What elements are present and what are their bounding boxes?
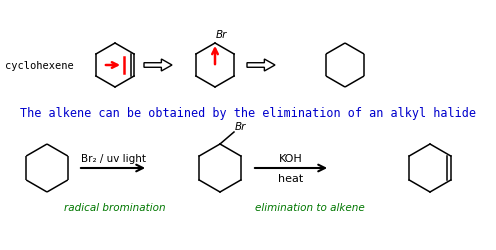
Text: heat: heat <box>278 173 304 183</box>
Polygon shape <box>144 60 172 72</box>
Text: Br: Br <box>235 122 247 132</box>
Text: radical bromination: radical bromination <box>64 202 166 212</box>
Text: cyclohexene: cyclohexene <box>5 61 74 71</box>
Text: Br: Br <box>216 30 227 40</box>
Text: KOH: KOH <box>279 154 303 163</box>
Text: The alkene can be obtained by the elimination of an alkyl halide: The alkene can be obtained by the elimin… <box>20 106 476 119</box>
Polygon shape <box>247 60 275 72</box>
Text: elimination to alkene: elimination to alkene <box>255 202 365 212</box>
Text: Br₂ / uv light: Br₂ / uv light <box>80 154 145 163</box>
